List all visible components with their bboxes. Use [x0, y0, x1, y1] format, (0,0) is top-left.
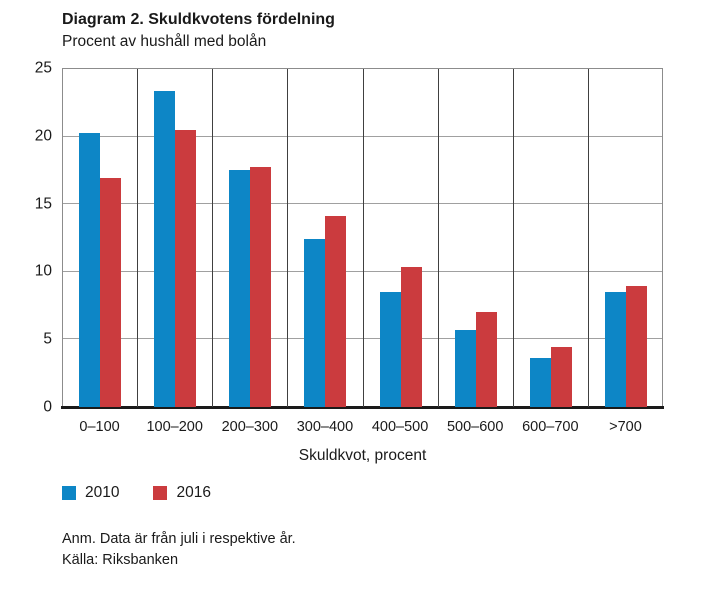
category-cell->700 [589, 69, 664, 407]
bar-2010-500–600 [454, 329, 476, 407]
bar-2016-300–400 [325, 215, 347, 407]
legend-swatch-2010 [62, 486, 76, 500]
x-tick-label-0–100: 0–100 [79, 419, 120, 435]
category-cell-500–600 [439, 69, 514, 407]
y-tick-label-25: 25 [34, 59, 52, 77]
footnote-note: Anm. Data är från juli i respektive år. [62, 531, 296, 547]
y-tick-label-15: 15 [34, 194, 52, 212]
chart-subtitle: Procent av hushåll med bolån [62, 33, 267, 50]
bar-2010-400–500 [379, 291, 401, 407]
x-tick-label-300–400: 300–400 [296, 419, 354, 435]
x-tick-label-600–700: 600–700 [522, 419, 579, 435]
x-axis-title: Skuldkvot, procent [298, 447, 427, 464]
bar-2010-200–300 [229, 169, 251, 407]
category-cell-200–300 [213, 69, 289, 407]
bar-2016-400–500 [400, 267, 422, 407]
category-cell-600–700 [514, 69, 589, 407]
legend-item-2016: 2016 [153, 484, 211, 502]
y-tick-label-10: 10 [34, 262, 52, 280]
legend: 2010 2016 [62, 484, 211, 502]
plot-area [62, 68, 663, 407]
bar-2010-100–200 [154, 91, 176, 407]
bar-2010->700 [605, 291, 627, 407]
legend-swatch-2016 [153, 486, 168, 500]
bar-2016-0–100 [100, 177, 122, 407]
category-cell-100–200 [138, 69, 214, 407]
bar-2010-600–700 [529, 358, 551, 407]
y-tick-label-5: 5 [43, 330, 52, 348]
footnote-source: Källa: Riksbanken [62, 552, 179, 568]
legend-label-2016: 2016 [176, 484, 211, 501]
bar-2016-100–200 [175, 130, 197, 407]
x-tick-label->700: >700 [609, 419, 642, 435]
category-cell-300–400 [288, 69, 364, 407]
y-tick-label-20: 20 [34, 127, 52, 145]
bar-2016->700 [626, 286, 648, 407]
x-tick-label-200–300: 200–300 [221, 419, 279, 435]
x-tick-label-100–200: 100–200 [146, 419, 203, 435]
legend-label-2010: 2010 [85, 484, 120, 501]
bar-2016-600–700 [550, 347, 572, 407]
chart-title: Diagram 2. Skuldkvotens fördelning [62, 11, 335, 28]
bar-2016-200–300 [250, 167, 272, 407]
y-tick-label-0: 0 [43, 398, 52, 416]
category-cell-400–500 [364, 69, 439, 407]
x-tick-label-400–500: 400–500 [371, 419, 429, 435]
bar-2010-0–100 [79, 133, 101, 407]
x-axis-line [61, 406, 664, 409]
bar-2010-300–400 [304, 238, 326, 407]
bar-2016-500–600 [475, 312, 497, 407]
category-cell-0–100 [63, 69, 139, 407]
legend-item-2010: 2010 [62, 484, 119, 502]
x-tick-label-500–600: 500–600 [446, 419, 504, 435]
